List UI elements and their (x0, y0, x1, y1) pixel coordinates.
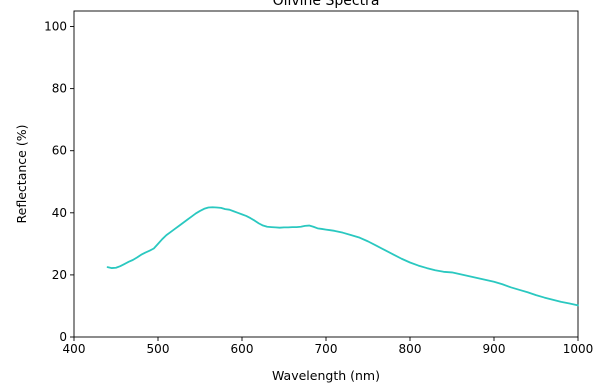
x-tick-label: 700 (315, 342, 338, 356)
plot-frame (73, 10, 579, 338)
y-tick-label: 100 (44, 20, 67, 34)
y-tick-label: 40 (52, 206, 67, 220)
x-tick-label: 400 (63, 342, 86, 356)
x-tick-label: 500 (147, 342, 170, 356)
y-tick-label: 80 (52, 82, 67, 96)
x-tick-label: 1000 (563, 342, 594, 356)
plot-area: 400 500 600 700 800 900 1000 0 20 40 60 80 100 (44, 10, 594, 356)
chart-title: Olivine Spectra (273, 0, 380, 9)
series-line-0 (106, 206, 579, 307)
x-axis-title: Wavelength (nm) (272, 368, 380, 383)
x-tick-label: 900 (483, 342, 506, 356)
y-axis-title: Reflectance (%) (14, 125, 29, 224)
y-tick-label: 60 (52, 144, 67, 158)
y-tick-label: 0 (59, 330, 67, 344)
x-tick-label: 600 (231, 342, 254, 356)
y-tick-label: 20 (52, 268, 67, 282)
x-tick-label: 800 (399, 342, 422, 356)
